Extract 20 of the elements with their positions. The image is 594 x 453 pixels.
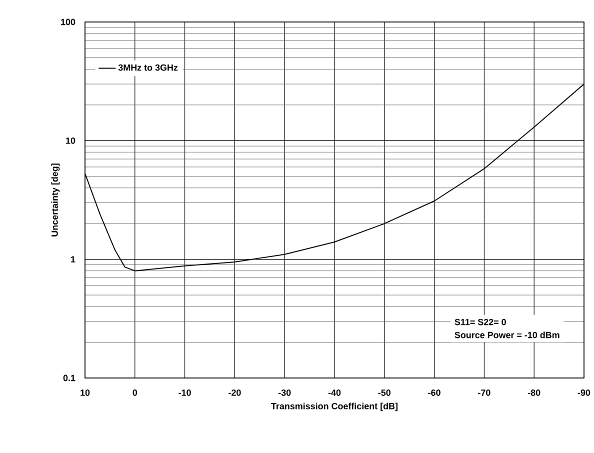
x-tick-label: -50 [378, 390, 391, 396]
y-axis-title: Uncertainty [deg] [51, 164, 60, 236]
y-tick-label: 10 [66, 137, 76, 144]
y-tick-label: 100 [61, 18, 76, 26]
x-tick-label: -20 [228, 390, 241, 396]
x-tick-label: -80 [528, 390, 540, 396]
x-tick-label: -40 [328, 390, 341, 396]
x-tick-label: -70 [478, 390, 490, 396]
annotation: Source Power = -10 dBm [454, 332, 560, 338]
x-tick-label: -90 [578, 390, 590, 396]
x-tick-label: 10 [80, 390, 90, 396]
legend-label: 3MHz to 3GHz [118, 64, 178, 71]
annotation: S11= S22= 0 [454, 318, 506, 326]
x-tick-label: -60 [428, 390, 440, 396]
x-tick-label: -30 [278, 390, 291, 396]
x-tick-label: -10 [178, 390, 191, 396]
y-tick-label: 1 [71, 256, 76, 262]
x-axis-title: Transmission Coefficient [dB] [271, 402, 398, 412]
x-tick-label: 0 [132, 390, 138, 396]
y-tick-label: 0.1 [63, 374, 76, 382]
